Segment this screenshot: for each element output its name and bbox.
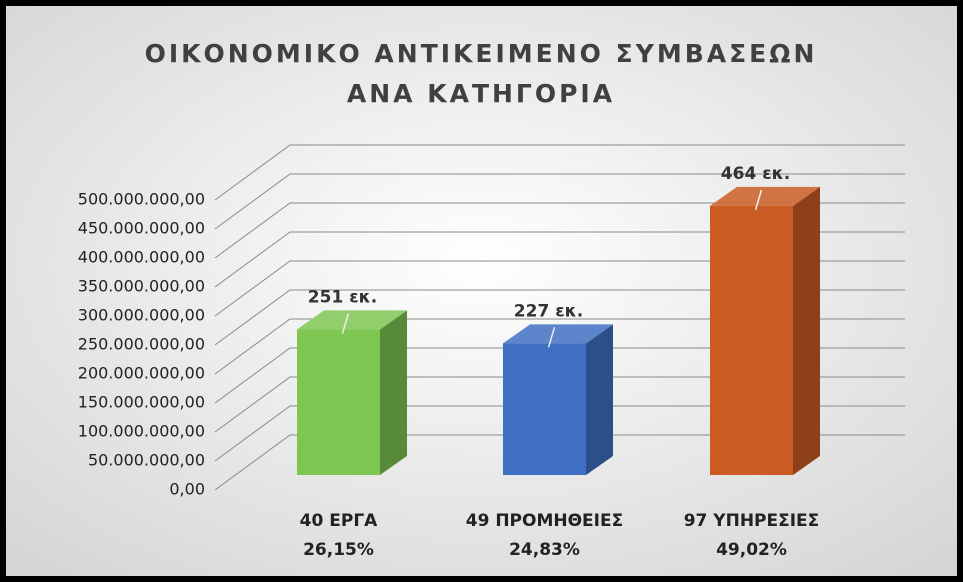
grid-line: [214, 347, 905, 404]
leader-line: [547, 327, 556, 348]
grid-line: [214, 289, 905, 346]
bar-top: [503, 324, 613, 344]
bar-top: [297, 310, 407, 330]
grid-line: [214, 376, 905, 433]
y-tick-label: 150.000.000,00: [78, 393, 205, 412]
x-tick-share: 49,02%: [716, 540, 787, 560]
x-tick-label: 40 ΕΡΓΑ: [300, 511, 378, 531]
chart-title: ΑΝΑ ΚΑΤΗΓΟΡΙΑ: [347, 79, 615, 108]
x-tick-share: 24,83%: [509, 540, 580, 560]
y-tick-label: 450.000.000,00: [78, 219, 205, 238]
y-tick-label: 0,00: [169, 480, 205, 499]
bar: [297, 329, 380, 475]
y-tick-label: 200.000.000,00: [78, 364, 205, 383]
grid-line: [214, 260, 905, 317]
x-tick-share: 26,15%: [303, 540, 374, 560]
y-tick-label: 500.000.000,00: [78, 190, 205, 209]
leader-line: [754, 189, 763, 211]
grid-line: [214, 318, 905, 375]
x-tick-label: 49 ΠΡΟΜΗΘΕΙΕΣ: [466, 511, 623, 531]
data-label: 227 εκ.: [514, 301, 583, 321]
grid-line: [214, 434, 905, 491]
y-tick-label: 50.000.000,00: [88, 451, 205, 470]
chart-title: ΟΙΚΟΝΟΜΙΚΟ ΑΝΤΙΚΕΙΜΕΝΟ ΣΥΜΒΑΣΕΩΝ: [145, 39, 818, 68]
bar-side: [380, 310, 407, 475]
bar-side: [793, 186, 820, 475]
bar-top: [710, 186, 820, 206]
bar-side: [586, 324, 613, 475]
leader-line: [341, 313, 350, 334]
grid-line: [214, 405, 905, 462]
y-tick-label: 100.000.000,00: [78, 422, 205, 441]
grid-line: [214, 173, 905, 230]
data-label: 464 εκ.: [721, 164, 790, 184]
y-tick-label: 300.000.000,00: [78, 306, 205, 325]
bar: [503, 343, 586, 475]
grid-line: [214, 144, 905, 201]
x-tick-label: 97 ΥΠΗΡΕΣΙΕΣ: [684, 511, 820, 531]
data-label: 251 εκ.: [308, 287, 377, 307]
grid-line: [214, 231, 905, 288]
bar: [710, 205, 793, 475]
y-tick-label: 250.000.000,00: [78, 335, 205, 354]
y-tick-label: 350.000.000,00: [78, 277, 205, 296]
y-tick-label: 400.000.000,00: [78, 248, 205, 267]
grid-line: [214, 202, 905, 259]
